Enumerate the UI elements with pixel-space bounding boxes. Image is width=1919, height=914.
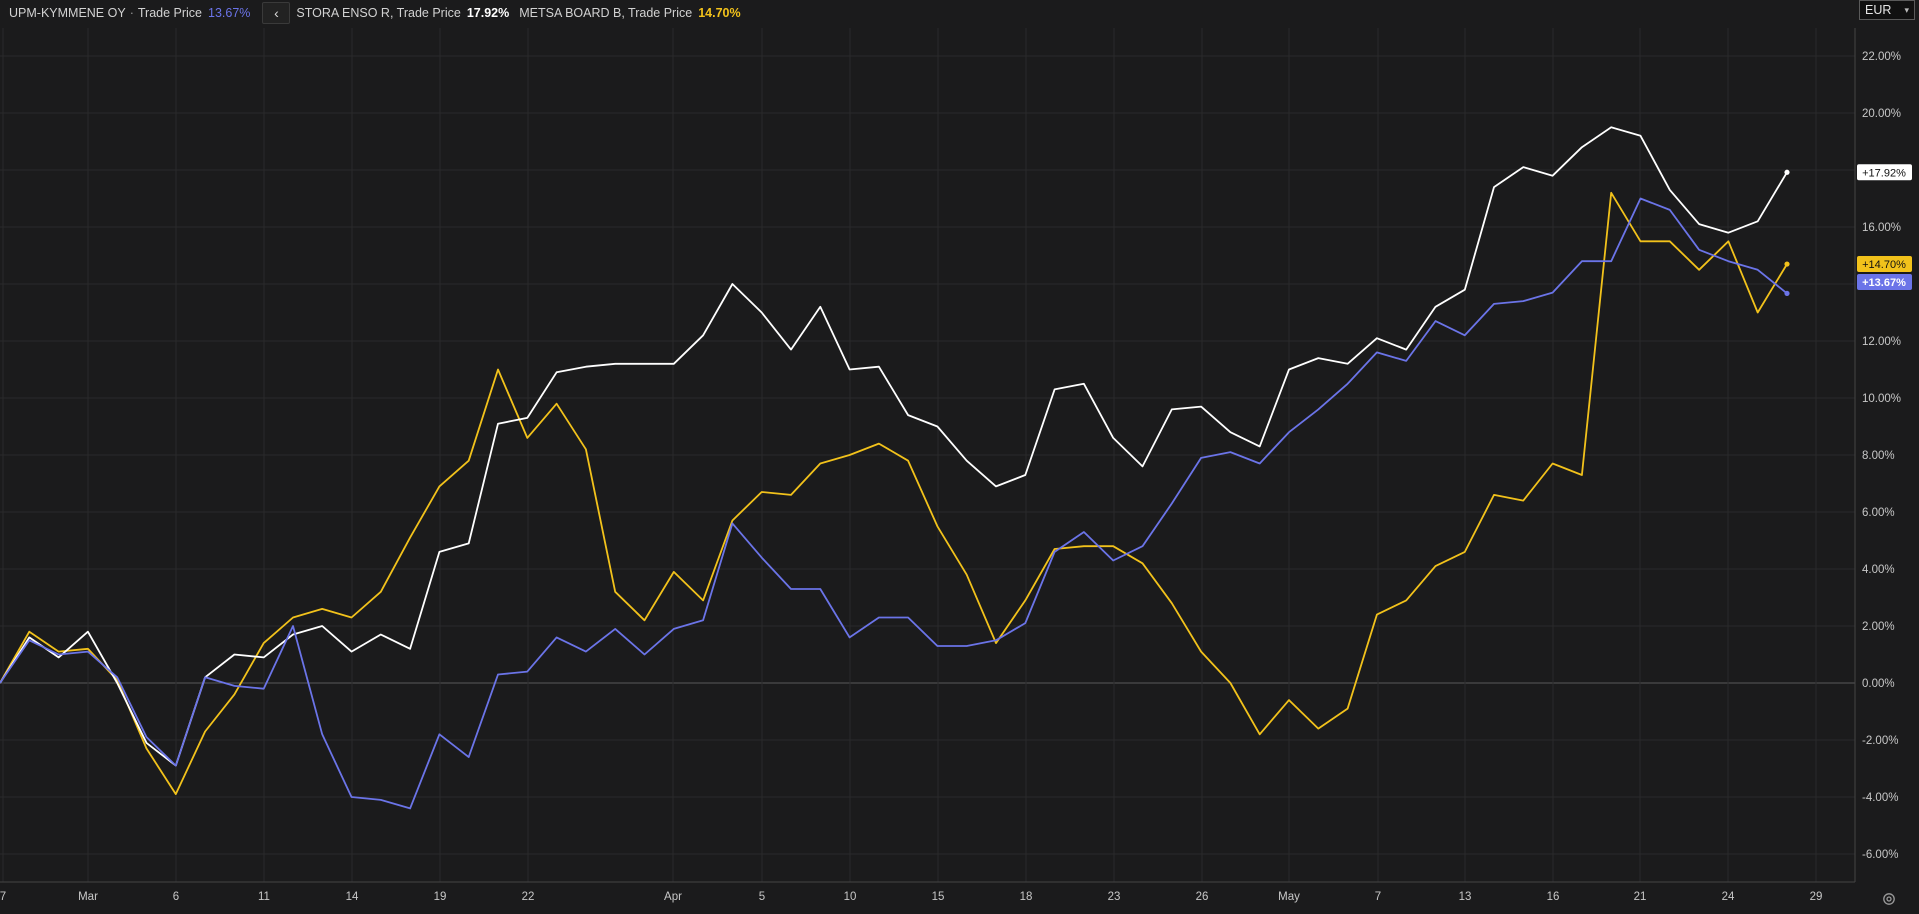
x-tick-label: 7 — [0, 891, 6, 903]
legend-stora-value: 17.92% — [466, 6, 510, 20]
series-end-point-upm — [1784, 290, 1790, 297]
legend-stora-name: STORA ENSO R, Trade Price — [296, 6, 461, 20]
chart-legend: UPM-KYMMENE OY · Trade Price 13.67% ‹ ST… — [0, 0, 741, 26]
legend-item-metsa[interactable]: METSA BOARD B, Trade Price 14.70% — [519, 6, 740, 20]
y-tick-label: 16.00% — [1862, 222, 1901, 234]
chart-grid — [0, 28, 1856, 883]
y-tick-label: 22.00% — [1862, 51, 1901, 63]
legend-separator: · — [129, 6, 134, 20]
x-tick-label: Apr — [664, 891, 682, 903]
x-tick-label: 29 — [1810, 891, 1823, 903]
y-tick-label: 0.00% — [1862, 678, 1895, 690]
x-axis: 7 Mar 6 11 14 19 22 Apr 5 10 15 18 23 26 May 7 13 16 21 24 2… — [0, 891, 1822, 903]
x-tick-label: 18 — [1020, 891, 1033, 903]
y-tick-label: 20.00% — [1862, 108, 1901, 120]
end-label-upm: +13.67% — [1862, 277, 1906, 289]
y-axis: 22.00% 20.00% 18.00% 16.00% 14.00% 12.00% 10.0… — [1862, 51, 1901, 861]
end-label-box-stora — [1857, 164, 1912, 181]
legend-metsa-name: METSA BOARD B, Trade Price — [519, 6, 693, 20]
y-tick-label: 10.00% — [1862, 393, 1901, 405]
legend-item-stora[interactable]: STORA ENSO R, Trade Price 17.92% — [296, 6, 509, 20]
currency-value: EUR — [1865, 3, 1892, 17]
end-label-stora: +17.92% — [1862, 167, 1906, 179]
end-label-box-upm — [1857, 274, 1912, 291]
x-tick-label: 23 — [1108, 891, 1121, 903]
chart-settings-button[interactable] — [1878, 889, 1900, 909]
legend-collapse-button[interactable]: ‹ — [262, 2, 291, 24]
series-line-metsa — [0, 191, 1788, 795]
x-tick-label: 10 — [844, 891, 857, 903]
y-tick-label: 2.00% — [1862, 621, 1895, 633]
chevron-down-icon: ▾ — [1904, 4, 1909, 15]
end-value-labels: +17.92% +14.70% +13.67% — [1857, 164, 1912, 291]
x-tick-label: 14 — [346, 891, 359, 903]
series-line-stora — [0, 126, 1788, 767]
x-tick-label: 7 — [1375, 891, 1381, 903]
x-tick-label: 19 — [434, 891, 447, 903]
y-tick-label: -2.00% — [1862, 735, 1898, 747]
y-tick-label: -4.00% — [1862, 792, 1898, 804]
gear-icon — [1883, 893, 1895, 905]
x-tick-label: 24 — [1722, 891, 1735, 903]
series-end-point-metsa — [1784, 261, 1790, 267]
x-tick-label: Mar — [78, 891, 98, 903]
y-tick-label: 14.00% — [1862, 279, 1901, 291]
x-tick-label: 21 — [1634, 891, 1647, 903]
end-label-metsa: +14.70% — [1862, 259, 1906, 271]
series-line-upm — [0, 197, 1788, 810]
x-tick-label: 15 — [932, 891, 945, 903]
x-tick-label: 16 — [1547, 891, 1560, 903]
x-tick-label: 5 — [759, 891, 765, 903]
chart-series — [0, 126, 1790, 810]
series-end-point-stora — [1784, 169, 1790, 175]
legend-upm-metric: Trade Price — [137, 6, 203, 20]
x-tick-label: May — [1278, 891, 1300, 903]
legend-upm-value: 13.67% — [208, 6, 251, 20]
y-tick-label: 18.00% — [1862, 165, 1901, 177]
end-label-box-metsa — [1857, 256, 1912, 273]
x-tick-label: 13 — [1459, 891, 1472, 903]
x-tick-label: 22 — [522, 891, 535, 903]
legend-item-upm[interactable]: UPM-KYMMENE OY · Trade Price 13.67% — [9, 6, 250, 20]
x-tick-label: 26 — [1196, 891, 1209, 903]
currency-select[interactable]: EUR ▾ — [1859, 0, 1915, 20]
y-tick-label: -6.00% — [1862, 849, 1898, 861]
y-tick-label: 6.00% — [1862, 507, 1895, 519]
y-tick-label: 4.00% — [1862, 564, 1895, 576]
y-tick-label: 8.00% — [1862, 450, 1895, 462]
x-tick-label: 6 — [173, 891, 179, 903]
chevron-left-icon: ‹ — [274, 5, 279, 21]
legend-metsa-value: 14.70% — [698, 6, 741, 20]
x-tick-label: 11 — [258, 891, 270, 903]
legend-upm-name: UPM-KYMMENE OY — [9, 6, 126, 20]
y-tick-label: 12.00% — [1862, 336, 1901, 348]
